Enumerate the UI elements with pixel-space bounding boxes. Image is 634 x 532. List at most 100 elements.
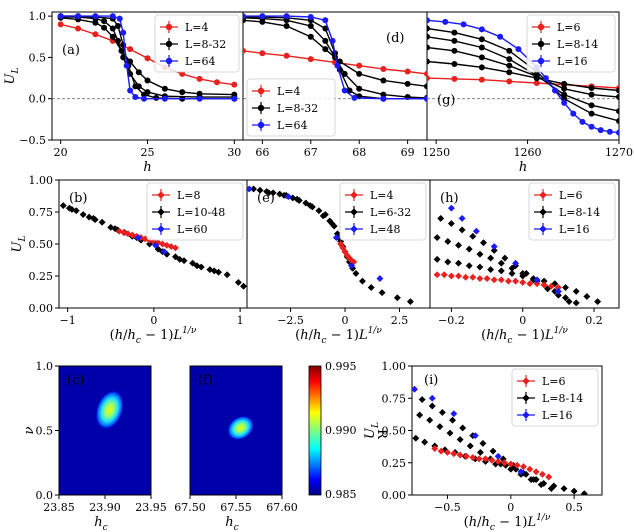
data-point <box>256 186 264 194</box>
data-point <box>456 451 464 459</box>
colorbar-gradient <box>308 365 322 496</box>
x-tick-label: 23.95 <box>135 501 167 514</box>
panel-tag: (i) <box>424 373 438 388</box>
data-point <box>431 445 439 453</box>
legend: L=8 L=10-48 L=60 <box>146 182 244 241</box>
x-tick-label: −1 <box>60 314 76 327</box>
data-point <box>120 54 127 61</box>
panel-tag: (h) <box>440 191 459 206</box>
data-point <box>478 54 485 61</box>
data-point <box>265 189 273 197</box>
series <box>243 13 427 102</box>
data-point <box>160 248 168 256</box>
x-tick-label: 1270 <box>605 146 633 159</box>
data-point <box>161 95 168 102</box>
data-point <box>481 455 490 463</box>
data-point <box>165 57 173 65</box>
data-point <box>547 282 555 290</box>
data-point <box>588 84 595 91</box>
data-point <box>223 271 231 279</box>
data-point <box>616 94 619 101</box>
y-tick-label: 0.00 <box>382 489 407 502</box>
data-point <box>416 411 424 419</box>
data-point <box>442 18 449 25</box>
legend-label: L=10-48 <box>177 206 225 219</box>
data-point <box>433 255 441 263</box>
data-point <box>109 25 116 32</box>
data-point <box>283 52 290 59</box>
plot-area <box>247 185 414 306</box>
x-tick-label: 23.90 <box>89 501 121 514</box>
data-point <box>458 226 466 234</box>
data-point <box>412 434 420 442</box>
data-point <box>606 128 613 135</box>
series-line <box>243 19 427 87</box>
data-point <box>176 255 184 263</box>
y-tick-label: 1.0 <box>36 360 54 373</box>
data-point <box>98 218 106 226</box>
data-point <box>109 13 116 20</box>
legend-label: L=64 <box>277 119 308 132</box>
data-point <box>522 411 530 419</box>
legend-label: L=48 <box>370 223 401 236</box>
data-point <box>504 277 513 285</box>
data-point <box>466 442 474 450</box>
data-point <box>539 208 547 216</box>
data-point <box>239 282 247 290</box>
data-point <box>440 271 448 279</box>
data-point <box>447 219 455 228</box>
data-point <box>157 208 165 216</box>
data-point <box>165 23 173 31</box>
x-tick-label: 69 <box>401 146 415 159</box>
data-point <box>322 46 329 53</box>
data-point <box>404 80 411 87</box>
data-point <box>307 56 314 63</box>
data-point <box>427 44 430 51</box>
x-axis-label: (h/hc − 1)L1/ν <box>464 513 551 532</box>
data-point <box>506 62 513 69</box>
data-point <box>565 298 573 306</box>
data-point <box>580 490 588 495</box>
y-tick-label: 1.0 <box>29 10 47 23</box>
data-point <box>476 275 484 283</box>
x-tick-label: 68 <box>352 146 366 159</box>
data-point <box>153 94 160 101</box>
x-tick-label: 0.2 <box>585 314 603 327</box>
data-point <box>560 484 568 493</box>
data-point <box>92 13 99 20</box>
heatmap-peak <box>95 390 124 430</box>
data-point <box>454 272 463 280</box>
data-point <box>506 56 513 63</box>
data-point <box>134 234 142 242</box>
data-point <box>257 121 265 129</box>
data-point <box>75 25 82 32</box>
data-point <box>537 57 545 65</box>
data-point <box>616 129 619 136</box>
data-point <box>114 37 121 44</box>
data-point <box>465 262 473 270</box>
data-point <box>462 273 470 281</box>
data-point <box>456 435 464 444</box>
legend-frame <box>246 78 336 137</box>
data-point <box>597 127 604 134</box>
series-line <box>427 36 619 112</box>
y-tick-label: −0.5 <box>19 134 46 147</box>
colorbar-label: R <box>374 429 389 440</box>
data-point <box>135 69 142 76</box>
legend-label: L=6-32 <box>370 206 411 219</box>
data-point <box>141 91 148 98</box>
legend: L=4 L=8-32 L=64 <box>154 14 240 73</box>
data-point <box>157 191 165 199</box>
panel-tag: (g) <box>437 93 455 108</box>
y-tick-label: 0.75 <box>382 392 407 405</box>
x-axis-label: (h/hc − 1)L1/ν <box>110 326 197 346</box>
x-tick-label: 1 <box>237 314 244 327</box>
data-point <box>512 277 520 285</box>
data-point <box>479 439 487 447</box>
x-axis-label: h <box>519 160 527 175</box>
legend: L=6 L=8-14 L=16 <box>511 368 599 427</box>
data-point <box>517 468 525 476</box>
data-point <box>561 99 568 106</box>
data-point <box>322 37 329 44</box>
